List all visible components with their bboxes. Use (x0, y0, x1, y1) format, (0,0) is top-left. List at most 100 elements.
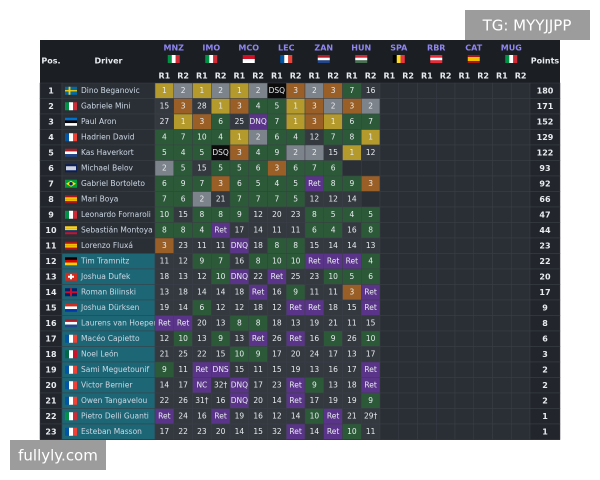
session-label: R2 (515, 72, 527, 81)
result: 10 (310, 411, 320, 420)
points: 20 (539, 272, 551, 281)
flag-part (65, 199, 77, 202)
flag-part (65, 197, 77, 200)
result-cell (417, 346, 437, 363)
result: 10 (160, 210, 170, 219)
result-cell (436, 284, 456, 301)
pos: 23 (45, 427, 56, 436)
result-cell (492, 253, 512, 270)
result-cell (398, 237, 418, 254)
flag-part (505, 55, 510, 63)
flag-part (65, 102, 69, 111)
result-cell (511, 330, 531, 347)
result: 11 (366, 427, 376, 436)
result-cell (473, 408, 493, 425)
flag-part (284, 55, 289, 63)
result: 9 (274, 148, 279, 157)
flag-part (242, 59, 255, 63)
result: 16 (347, 225, 357, 234)
result: 6 (218, 117, 223, 126)
flag-part (65, 309, 77, 312)
result: Ret (364, 365, 376, 374)
session-label: R1 (309, 72, 321, 81)
result-cell (454, 191, 474, 208)
result-cell (417, 191, 437, 208)
result: 3 (312, 117, 317, 126)
round-code: MNZ (164, 44, 185, 53)
result: 23 (291, 210, 301, 219)
flag-part (467, 61, 480, 63)
points: 47 (539, 210, 550, 219)
result: 10 (328, 272, 338, 281)
result-cell (473, 299, 493, 316)
result: 7 (274, 194, 279, 203)
result-cell (492, 392, 512, 409)
result-cell (454, 284, 474, 301)
result: 13 (347, 349, 357, 358)
result-cell (492, 175, 512, 192)
result: 2 (293, 148, 298, 157)
flag-part (70, 288, 72, 297)
result: 3 (331, 86, 336, 95)
result: DNQ (231, 380, 248, 389)
result: 1 (349, 148, 354, 157)
flag-part (65, 148, 77, 152)
result-cell (436, 98, 456, 115)
result: 2 (312, 148, 317, 157)
result: 12 (197, 272, 207, 281)
result-cell (473, 222, 493, 239)
result-cell (473, 361, 493, 378)
result: Ret (289, 427, 301, 436)
pos: 1 (48, 86, 54, 95)
result-cell (473, 330, 493, 347)
result: 2 (331, 101, 336, 110)
result-cell (473, 392, 493, 409)
result-cell (492, 268, 512, 285)
driver-name: Laurens van Hoepen (81, 318, 158, 327)
result-cell (511, 299, 531, 316)
result-cell (398, 253, 418, 270)
flag-part (65, 232, 77, 235)
flag-part (209, 55, 214, 63)
pos: 7 (48, 179, 54, 188)
result-cell (511, 315, 531, 332)
result: 16 (253, 411, 263, 420)
result: 4 (256, 148, 261, 157)
result: 9 (331, 334, 336, 343)
driver-name: Sami Meguetounif (81, 365, 149, 374)
result: 26 (272, 334, 282, 343)
flag-part (65, 90, 77, 92)
result-cell (379, 315, 399, 332)
result: 12 (253, 210, 263, 219)
round-code: MCO (238, 44, 259, 53)
result: 6 (237, 179, 242, 188)
result: 16 (197, 411, 207, 420)
result: 7 (256, 194, 261, 203)
flag-part (69, 133, 73, 142)
result-cell (379, 98, 399, 115)
result-cell (379, 392, 399, 409)
result-cell (511, 129, 531, 146)
result-cell (473, 113, 493, 130)
result-cell (417, 237, 437, 254)
result: 5 (162, 148, 167, 157)
round-code: RBR (427, 44, 445, 53)
result-cell (436, 299, 456, 316)
result: 13 (310, 365, 320, 374)
result: 5 (368, 210, 373, 219)
result: 4 (368, 256, 373, 265)
result-cell (454, 98, 474, 115)
result: 19 (291, 365, 301, 374)
result: 7 (199, 179, 204, 188)
result-cell (492, 423, 512, 440)
result: 4 (331, 225, 336, 234)
result: 14 (347, 194, 357, 203)
result-cell (511, 253, 531, 270)
pos: 11 (45, 241, 57, 250)
result: 11 (310, 287, 320, 296)
result-cell (473, 377, 493, 394)
result: Ret (158, 318, 170, 327)
result: 5 (199, 148, 204, 157)
result-cell (473, 253, 493, 270)
result: 8 (274, 241, 279, 250)
